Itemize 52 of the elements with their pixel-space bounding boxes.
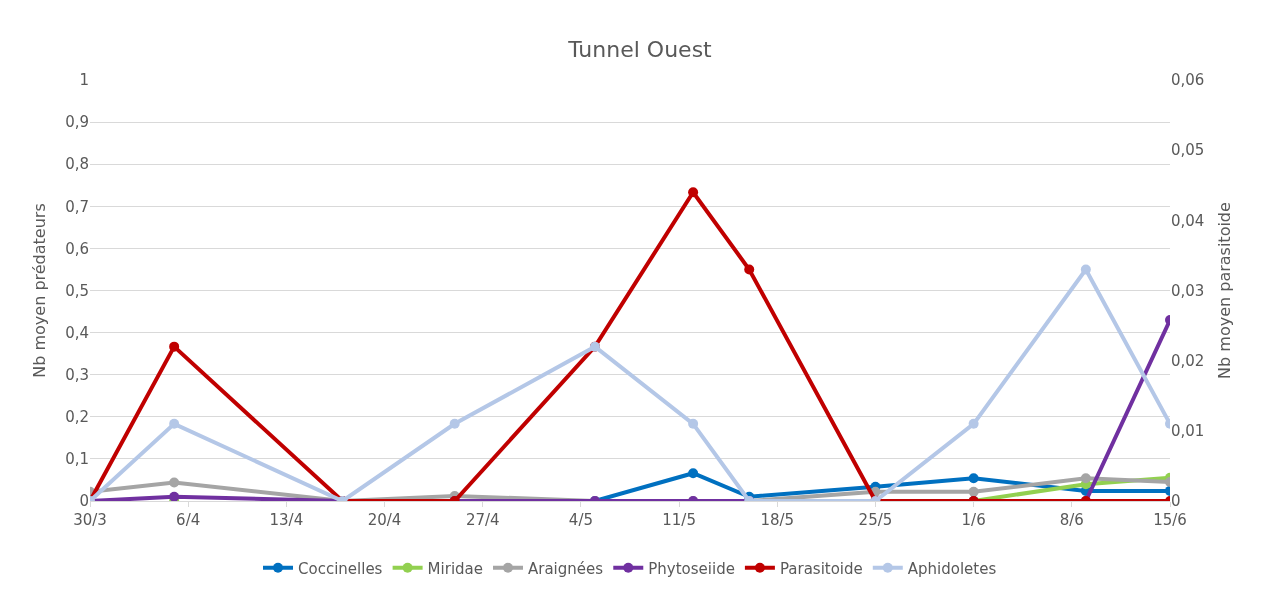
x-tick-label: 8/6 <box>1059 511 1084 529</box>
y-tick-label: 0 <box>79 492 89 511</box>
y-tick-label: 0,6 <box>65 239 89 258</box>
y2-tick-label: 0,01 <box>1171 422 1205 441</box>
x-tick-label: 11/5 <box>662 511 696 529</box>
legend-label: Coccinelles <box>298 559 383 578</box>
y-axis-title: Nb moyen prédateurs <box>30 203 50 378</box>
point <box>688 418 699 429</box>
legend-label: Araignées <box>528 559 604 578</box>
point <box>744 264 755 275</box>
point <box>449 418 460 429</box>
point <box>968 418 979 429</box>
y-tick-label: 0,7 <box>65 197 89 216</box>
y2-tick-label: 0 <box>1171 492 1181 511</box>
y-tick-label: 0,9 <box>65 113 89 132</box>
y2-tick-label: 0,05 <box>1171 141 1205 160</box>
y-tick-label: 0,8 <box>65 155 89 174</box>
point <box>688 468 699 479</box>
chart-title: Tunnel Ouest <box>567 37 713 63</box>
legend-label: Aphidoletes <box>907 559 997 578</box>
legend-label: Miridae <box>427 559 483 578</box>
legend-label: Phytoseiide <box>648 559 735 578</box>
x-tick-label: 4/5 <box>568 511 593 529</box>
point <box>968 486 979 497</box>
y2-axis-title: Nb moyen parasitoide <box>1215 202 1235 379</box>
y-tick-label: 0,5 <box>65 281 89 300</box>
point <box>688 187 699 198</box>
legend-label: Parasitoide <box>779 559 863 578</box>
point <box>968 473 979 484</box>
x-tick-label: 18/5 <box>760 511 795 529</box>
y2-tick-label: 0,03 <box>1171 281 1205 300</box>
point <box>169 341 180 352</box>
point <box>169 418 180 429</box>
x-tick-label: 30/3 <box>73 511 107 529</box>
y-tick-label: 1 <box>79 71 89 90</box>
y-tick-label: 0,3 <box>65 365 89 384</box>
point <box>1080 264 1091 275</box>
y-tick-label: 0,1 <box>65 450 89 469</box>
point <box>169 477 180 488</box>
y2-tick-label: 0,04 <box>1171 211 1205 230</box>
x-tick-label: 13/4 <box>269 511 304 529</box>
x-tick-label: 1/6 <box>961 511 986 529</box>
x-tick-label: 27/4 <box>465 511 500 529</box>
y-tick-label: 0,2 <box>65 408 89 427</box>
x-tick-label: 15/6 <box>1153 511 1187 529</box>
y2-tick-label: 0,02 <box>1171 351 1205 370</box>
x-tick-label: 6/4 <box>176 511 201 529</box>
x-tick-label: 20/4 <box>367 511 402 529</box>
x-tick-label: 25/5 <box>858 511 893 529</box>
point <box>1080 473 1091 484</box>
y2-tick-label: 0,06 <box>1171 71 1205 90</box>
y-tick-label: 0,4 <box>65 323 89 342</box>
